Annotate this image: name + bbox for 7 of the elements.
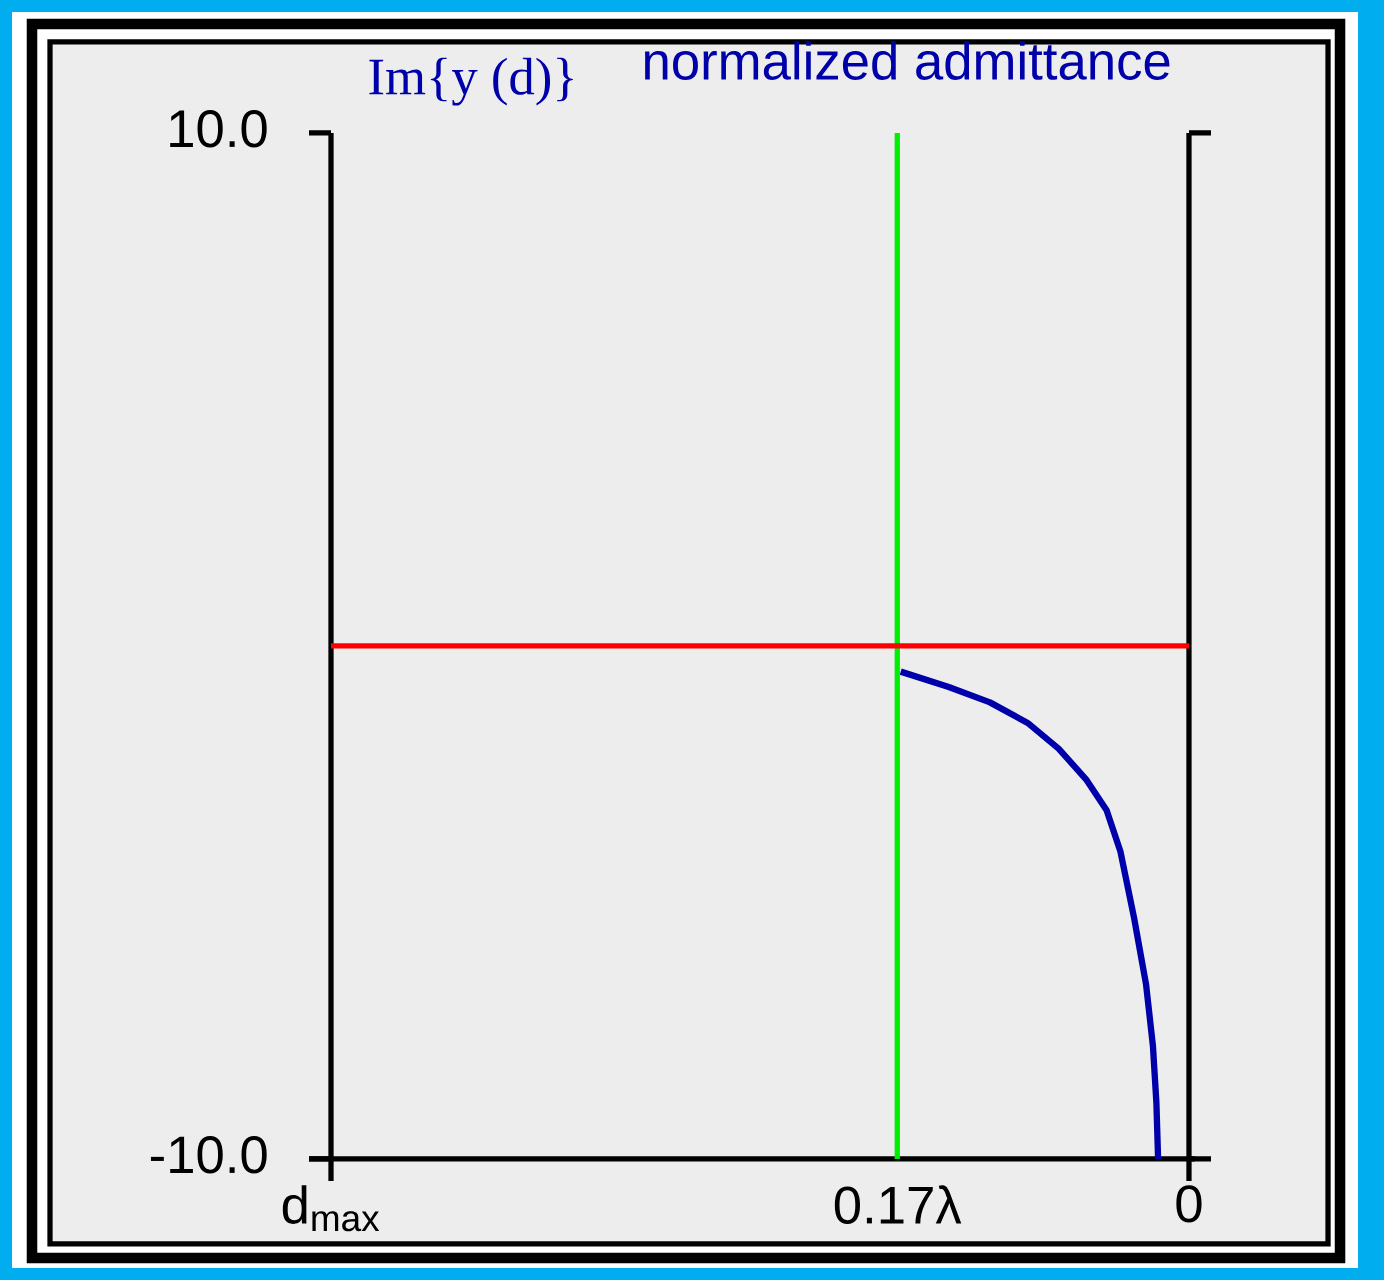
y-tick-label: -10.0 <box>150 1136 267 1174</box>
y-axis-title: Im{y (d)} <box>369 57 573 106</box>
x-tick-label: 0 <box>1176 1185 1202 1223</box>
y-tick-label: 10.0 <box>170 110 267 148</box>
x-tick-label: d$_{max}$ <box>282 1185 380 1232</box>
chart-title: normalized admittance <box>644 41 1170 80</box>
x-tick-label: 0.17λ <box>834 1185 962 1224</box>
